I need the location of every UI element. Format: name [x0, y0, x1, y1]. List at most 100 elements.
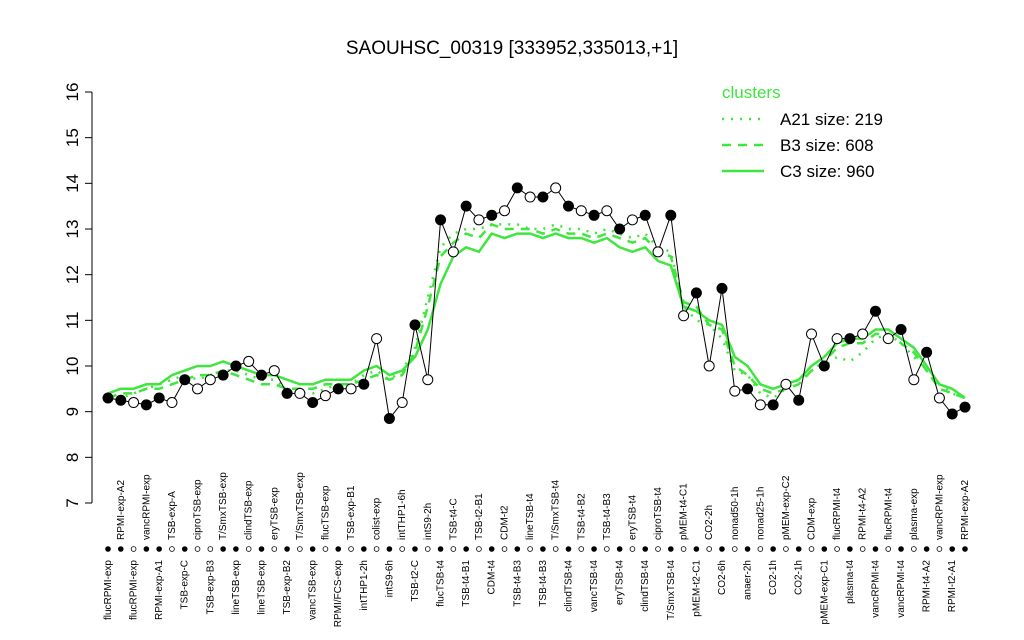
sample-dot [719, 546, 725, 552]
x-category-label: flucTSB-t4 [436, 560, 447, 607]
sample-point [358, 378, 370, 390]
x-category-label: T/SmxTSB-t4 [551, 480, 562, 540]
x-category-label: intTHP1-6h [397, 489, 408, 540]
sample-dot [808, 546, 815, 552]
sample-dot [565, 546, 572, 552]
sample-dot [578, 546, 585, 552]
cluster-line [107, 232, 966, 400]
x-category-label: TSB-t4-B3 [602, 493, 613, 540]
x-category-label: RPMI-exp-A1 [154, 560, 165, 620]
x-category-label: pMEM-exp-C2 [781, 475, 792, 540]
sample-point [153, 392, 165, 404]
x-category-label: TSB-t4-B3 [512, 560, 523, 607]
sample-point [742, 383, 754, 395]
sample-dot [552, 546, 559, 552]
sample-dot [322, 546, 329, 552]
sample-dot [962, 546, 968, 552]
sample-dot [309, 546, 316, 552]
x-category-label: RPMI-t2-A1 [947, 560, 958, 613]
sample-point [959, 401, 971, 413]
sample-dot [616, 546, 623, 552]
sample-point [422, 374, 434, 386]
sample-dot [194, 546, 201, 552]
x-category-label: TSB-t4-B2 [576, 493, 587, 540]
sample-point [486, 209, 498, 221]
x-category-label: lineTSB-t4 [525, 493, 536, 540]
sample-dot [335, 546, 342, 552]
sample-line [107, 187, 966, 420]
sample-point [754, 399, 766, 411]
sample-point [204, 374, 216, 386]
sample-dot [527, 546, 533, 552]
x-category-label: eryTSB-exp [269, 487, 280, 540]
sample-point [537, 191, 549, 203]
x-category-label: CO2-1h [794, 560, 805, 595]
sample-dot [949, 546, 956, 552]
x-category-label: TSB-exp-B3 [205, 560, 216, 615]
sample-dot [655, 546, 661, 552]
sample-point [332, 383, 344, 395]
sample-point [192, 383, 204, 395]
sample-point [703, 360, 715, 372]
sample-point [818, 360, 830, 372]
sample-point [729, 385, 741, 397]
x-category-label: TSB-t2-C [410, 560, 421, 602]
sample-dot [795, 546, 802, 552]
x-category-label: flucRPMI-exp [103, 560, 114, 620]
sample-point [806, 328, 818, 340]
sample-point [793, 394, 805, 406]
sample-dot [463, 546, 469, 552]
sample-dot [284, 546, 290, 552]
sample-dot [629, 546, 636, 552]
y-tick-label: 15 [63, 128, 82, 147]
sample-point [294, 387, 306, 399]
x-category-label: CO2-2h [704, 505, 715, 540]
sample-point [895, 323, 907, 335]
sample-point [882, 333, 894, 345]
x-category-label: anaer-2h [743, 560, 754, 600]
x-category-label: TSB-t2-B1 [474, 493, 485, 540]
sample-point [243, 355, 255, 367]
x-category-label: plasma-t4 [845, 560, 856, 604]
sample-point [869, 305, 881, 317]
sample-dot [220, 546, 226, 552]
sample-dot [911, 546, 917, 552]
x-category-label: RPMI-t4-A2 [858, 487, 869, 540]
sample-point [115, 394, 127, 406]
sample-dot [757, 546, 764, 552]
sample-dot [361, 546, 367, 552]
x-category-label: T/SmxTSB-exp [218, 472, 229, 540]
sample-point [307, 397, 319, 409]
sample-point [908, 374, 920, 386]
y-tick-label: 13 [63, 220, 82, 239]
sample-dot [514, 546, 521, 552]
sample-dot [885, 546, 892, 552]
sample-point [511, 182, 523, 194]
sample-dot [156, 546, 162, 552]
x-category-label: TSB-exp-C [180, 560, 191, 609]
sample-dot [143, 546, 150, 552]
sample-point [946, 408, 958, 420]
sample-point [217, 369, 229, 381]
x-category-label: RPMI-exp-A2 [116, 480, 127, 540]
y-tick-label: 11 [63, 312, 82, 330]
x-category-label: TSB-exp-A [167, 491, 178, 540]
x-category-label: lineTSB-exp [231, 560, 242, 615]
sample-point [102, 392, 114, 404]
sample-point [690, 287, 702, 299]
sample-point [396, 397, 408, 409]
sample-dot [348, 546, 354, 552]
x-category-label: nonad50-1h [730, 487, 741, 540]
y-tick-label: 14 [63, 174, 82, 193]
sample-point [179, 374, 191, 386]
sample-dot [105, 546, 111, 552]
x-category-label: CDM-t2 [500, 505, 511, 540]
sample-dot [181, 546, 188, 552]
sample-point [665, 209, 677, 221]
x-category-label: nonad25-1h [755, 487, 766, 540]
legend-label: A21 size: 219 [780, 110, 883, 129]
sample-point [716, 282, 728, 294]
sample-point [844, 333, 856, 345]
sample-dot [450, 546, 457, 552]
x-category-label: ciproTSB-t4 [653, 487, 664, 540]
